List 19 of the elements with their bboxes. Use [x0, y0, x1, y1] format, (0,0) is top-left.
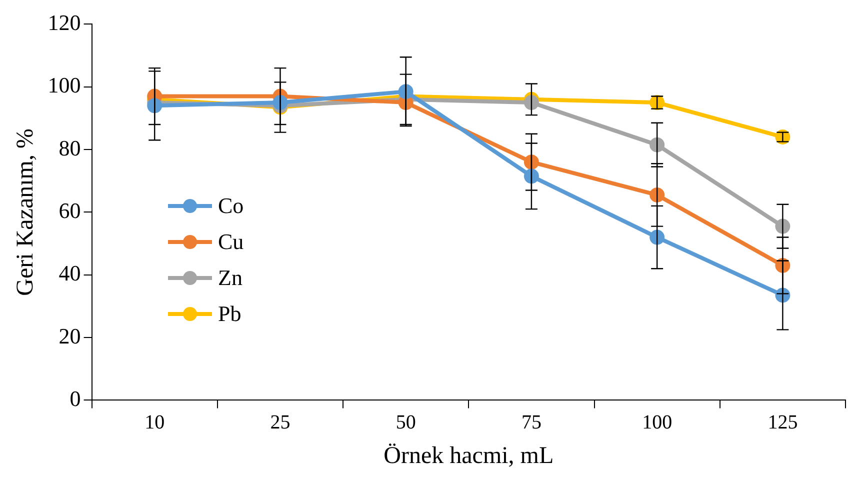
- y-tick-label: 80: [58, 135, 81, 160]
- y-tick-label: 20: [58, 323, 81, 348]
- y-axis-title: Geri Kazanım, %: [12, 128, 39, 296]
- x-tick-label: 125: [768, 411, 798, 434]
- legend-label: Cu: [218, 228, 244, 256]
- legend-label: Pb: [218, 300, 242, 328]
- x-tick-label: 10: [144, 411, 165, 434]
- legend-label: Zn: [218, 264, 242, 292]
- y-tick-label: 0: [70, 386, 81, 411]
- legend-label: Co: [218, 192, 244, 220]
- y-tick-label: 120: [48, 10, 81, 35]
- x-axis-title: Örnek hacmi, mL: [384, 442, 554, 469]
- x-tick-label: 75: [521, 411, 542, 434]
- x-tick-label: 100: [642, 411, 672, 434]
- y-tick-label: 40: [58, 260, 81, 286]
- x-tick-label: 25: [270, 411, 290, 434]
- x-tick-label: 50: [396, 411, 416, 434]
- y-tick-label: 100: [48, 72, 81, 98]
- y-tick-label: 60: [58, 198, 81, 223]
